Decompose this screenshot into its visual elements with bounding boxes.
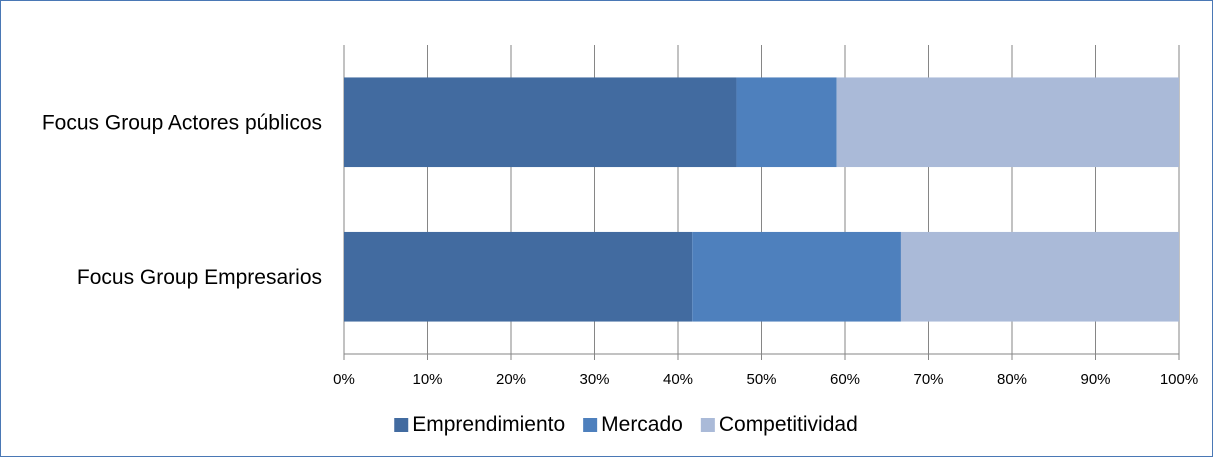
x-tick-label: 20% [496, 371, 526, 388]
x-tick-label: 0% [333, 371, 355, 388]
x-tick-label: 70% [913, 371, 943, 388]
legend-item: Emprendimiento [394, 413, 565, 436]
bar-segment-competitividad [836, 77, 1179, 168]
bar-segment-emprendimiento [344, 231, 693, 322]
category-label: Focus Group Empresarios [77, 266, 322, 289]
bar-segment-mercado [692, 231, 901, 322]
category-labels: Focus Group Actores públicos Focus Group … [42, 111, 322, 289]
legend-item: Mercado [583, 413, 683, 436]
category-label: Focus Group Actores públicos [42, 111, 322, 134]
x-tick-label: 40% [663, 371, 693, 388]
bar-segment-emprendimiento [344, 77, 737, 168]
legend-label: Competitividad [719, 413, 858, 436]
bars [344, 77, 1179, 322]
x-tick-label: 60% [830, 371, 860, 388]
legend-swatch [583, 418, 598, 432]
bar-segment-competitividad [900, 231, 1179, 322]
x-tick-label: 30% [579, 371, 609, 388]
legend-item: Competitividad [700, 413, 858, 436]
x-tick-label: 50% [746, 371, 776, 388]
x-tick-label: 100% [1160, 371, 1198, 388]
legend-label: Emprendimiento [412, 413, 565, 436]
x-axis: 0% 10% 20% 30% 40% 50% 60% 70% 80% 90% 100% [333, 353, 1198, 388]
legend-swatch [700, 418, 715, 432]
x-tick-label: 10% [412, 371, 442, 388]
legend-label: Mercado [601, 413, 683, 436]
x-tick-label: 90% [1080, 371, 1110, 388]
bar-segment-mercado [736, 77, 837, 168]
legend-swatch [394, 418, 409, 432]
x-tick-label: 80% [997, 371, 1027, 388]
legend: Emprendimiento Mercado Competitividad [394, 413, 858, 436]
